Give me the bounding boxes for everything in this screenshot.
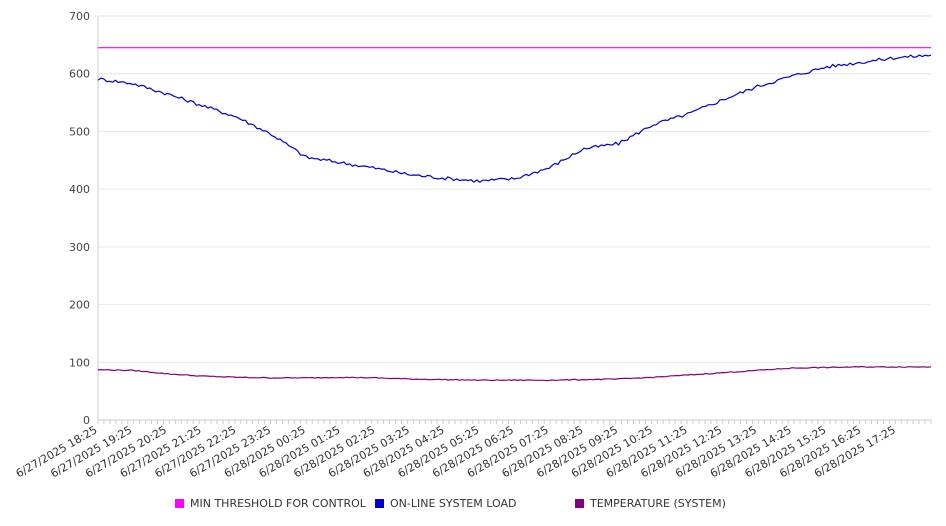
- y-tick-label: 200: [69, 299, 90, 312]
- y-tick-label: 500: [69, 125, 90, 138]
- legend-label-temperature: TEMPERATURE (SYSTEM): [590, 497, 726, 510]
- y-tick-label: 600: [69, 68, 90, 81]
- legend-label-threshold: MIN THRESHOLD FOR CONTROL: [190, 497, 366, 510]
- series-line-2: [97, 365, 932, 382]
- series-line-1: [97, 54, 932, 183]
- legend-swatch-threshold: [175, 499, 184, 508]
- x-axis: 6/27/2025 18:256/27/2025 19:256/27/2025 …: [14, 419, 932, 480]
- legend-label-system-load: ON-LINE SYSTEM LOAD: [390, 497, 517, 510]
- legend-item-system-load[interactable]: ON-LINE SYSTEM LOAD: [375, 497, 516, 510]
- y-tick-label: 100: [69, 356, 90, 369]
- legend-item-temperature[interactable]: TEMPERATURE (SYSTEM): [575, 497, 726, 510]
- gridlines: [98, 15, 931, 421]
- y-tick-label: 400: [69, 183, 90, 196]
- legend-swatch-temperature: [575, 499, 584, 508]
- y-tick-label: 300: [69, 241, 90, 254]
- y-tick-label: 700: [69, 10, 90, 23]
- legend-item-threshold[interactable]: MIN THRESHOLD FOR CONTROL: [175, 497, 366, 510]
- y-axis: 0 100 200 300 400 500 600 700: [69, 10, 99, 427]
- series-lines: [97, 47, 932, 382]
- y-tick-label: 0: [83, 414, 90, 427]
- legend-swatch-system-load: [375, 499, 384, 508]
- legend: MIN THRESHOLD FOR CONTROL ON-LINE SYSTEM…: [0, 497, 946, 515]
